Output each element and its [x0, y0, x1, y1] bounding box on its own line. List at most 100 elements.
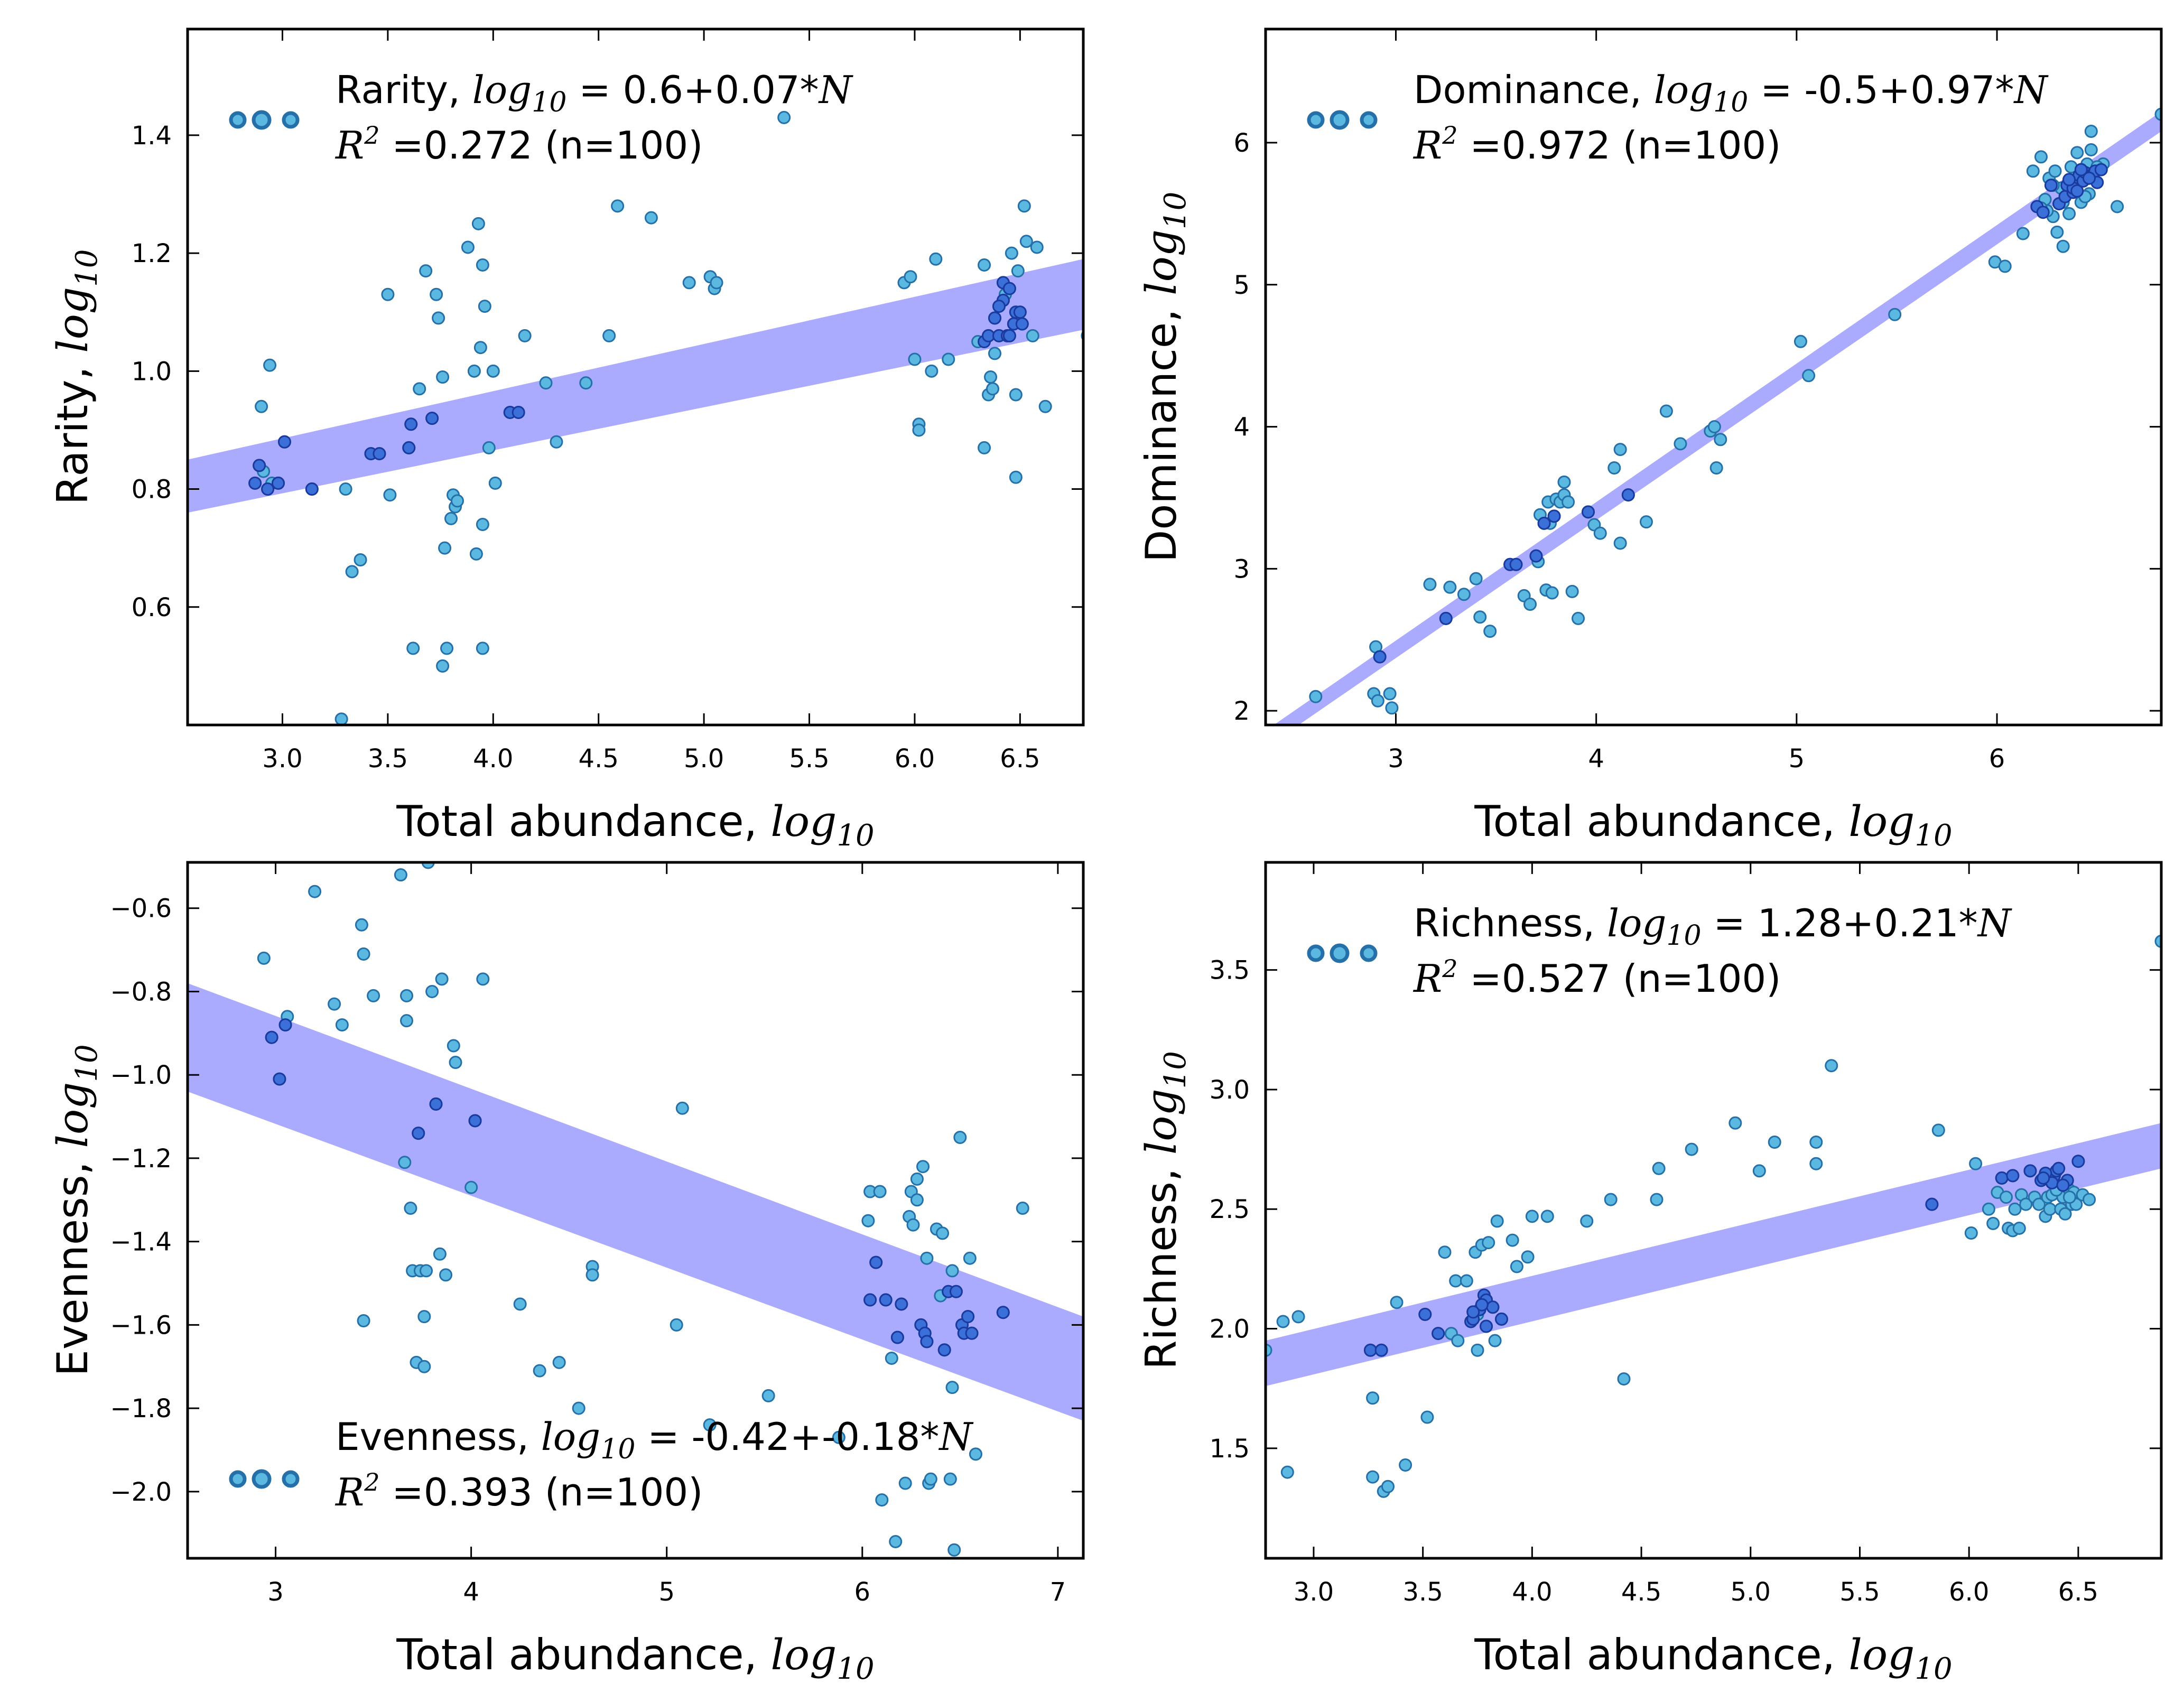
data-point [1276, 1315, 1290, 1328]
legend-r-squared: R2 =0.527 (n=100) [1412, 954, 1781, 1001]
data-point [1752, 1164, 1766, 1178]
data-point [1451, 1334, 1465, 1347]
data-point [257, 951, 271, 965]
data-point [2050, 225, 2064, 239]
data-point [447, 1039, 460, 1053]
x-tick-label: 3 [267, 1577, 284, 1607]
data-point [2083, 1193, 2096, 1206]
data-point-dense [1509, 557, 1523, 571]
y-tick-label: 1.2 [132, 239, 172, 268]
data-point-dense [937, 1343, 951, 1357]
data-point [1982, 1202, 1995, 1216]
data-point [832, 1430, 845, 1444]
data-point-dense [1547, 509, 1561, 523]
data-point [2016, 227, 2030, 240]
data-point [947, 1543, 961, 1557]
data-point [1652, 1161, 1666, 1175]
data-point-dense [1418, 1307, 1432, 1321]
data-point [924, 1472, 937, 1486]
data-point [1280, 1465, 1294, 1479]
data-point-dense [988, 311, 1001, 325]
data-point [1019, 235, 1033, 248]
y-tick-label: 3.5 [1210, 956, 1250, 985]
data-point [404, 1202, 417, 1215]
data-point [2154, 934, 2161, 948]
y-tick-label: −1.0 [110, 1061, 172, 1090]
data-point [1604, 1193, 1618, 1206]
panel-richness: 3.0 3.5 4.0 4.5 5.0 5.5 6.0 6.5 1.5 2.0 2.5 3.0 3.5 T… [1137, 861, 2163, 1686]
data-point [420, 1264, 433, 1278]
data-point [172, 1011, 183, 1022]
x-tick-label: 7 [1050, 1577, 1066, 1607]
panel-rarity: 3.0 3.5 4.0 4.5 5.0 5.5 6.0 6.5 0.6 0.8 1.0 1.2 1.4 T… [48, 27, 1085, 853]
data-point [417, 1360, 431, 1373]
x-tick-label: 5.0 [684, 744, 724, 774]
data-point-dense [996, 1306, 1010, 1319]
x-tick-label: 3.5 [368, 744, 408, 774]
data-point [464, 1180, 478, 1194]
data-point [945, 1264, 959, 1278]
data-point [1390, 1296, 1404, 1309]
regression-band [1266, 1123, 2161, 1387]
data-point [1381, 1480, 1395, 1493]
data-point [703, 1418, 717, 1432]
axes-frame [186, 861, 1085, 1560]
data-point [1488, 1334, 1502, 1347]
data-point [1986, 1216, 2000, 1230]
legend-marker [1307, 944, 1325, 962]
data-point-dense [248, 476, 262, 490]
data-point [486, 364, 500, 378]
data-point [969, 1447, 982, 1461]
legend-marker [282, 111, 300, 129]
data-point [910, 1193, 924, 1207]
data-point [471, 217, 485, 230]
y-axis-label: Dominance, log10 [1137, 192, 1193, 562]
panel-evenness: 3 4 5 6 7 −2.0 −1.8 −1.6 −1.4 −1.2 −1.0 −0.8 −0.6 Tot… [48, 861, 1085, 1686]
data-point-dense [1995, 1171, 2009, 1185]
plot-area-evenness [172, 862, 1083, 1557]
data-point [482, 441, 496, 454]
data-point [1026, 329, 1039, 342]
y-tick-label: −1.2 [110, 1144, 172, 1174]
data-point [1482, 1236, 1495, 1250]
data-point-dense [468, 1114, 482, 1128]
data-point [355, 918, 368, 932]
data-point [1521, 1250, 1535, 1264]
x-tick-label: 5 [1789, 744, 1805, 774]
data-point-dense [402, 441, 416, 454]
data-point [916, 1160, 930, 1174]
data-point [1714, 433, 1727, 447]
data-point [943, 1472, 957, 1486]
data-point [904, 270, 917, 284]
data-point [889, 1534, 903, 1548]
data-point [1825, 1059, 1838, 1073]
data-point [438, 541, 452, 555]
data-point [444, 511, 458, 525]
x-tick-label: 3.5 [1402, 1577, 1443, 1607]
data-point [936, 1226, 950, 1240]
data-point [171, 601, 183, 613]
data-point-dense [512, 405, 525, 419]
y-tick-label: 1.5 [1210, 1434, 1250, 1464]
data-point [1931, 1123, 1945, 1137]
y-tick-label: 1.4 [132, 121, 172, 151]
data-point-dense [920, 1335, 934, 1348]
data-point-dense [2037, 1171, 2050, 1185]
data-point [2032, 1197, 2046, 1211]
y-tick-label: 1.0 [132, 357, 172, 386]
data-point [1545, 586, 1559, 600]
data-point [2062, 207, 2076, 220]
data-point [1291, 1310, 1305, 1324]
data-point [513, 1297, 527, 1311]
data-point [670, 1318, 683, 1332]
y-axis-label: Richness, log10 [1137, 1051, 1193, 1370]
data-point [469, 547, 483, 561]
data-point [1707, 420, 1721, 434]
data-point [367, 989, 380, 1002]
legend-equation: Evenness, log10 = -0.42+-0.18*N [336, 1415, 974, 1465]
x-tick-label: 5 [658, 1577, 675, 1607]
data-point-dense [261, 482, 275, 496]
data-point [861, 1214, 875, 1227]
axes-frame [186, 27, 1085, 727]
